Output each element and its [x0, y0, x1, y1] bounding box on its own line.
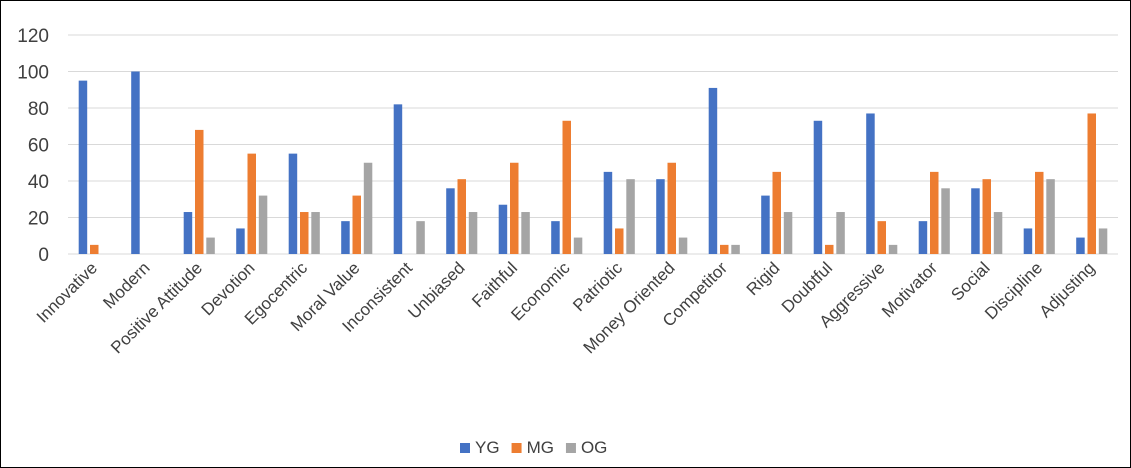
bar-mg-patriotic [615, 228, 624, 254]
bar-yg-competitor [708, 87, 718, 254]
bar-mg-competitor [720, 244, 729, 254]
bar-mg-devotion [247, 153, 256, 254]
legend-swatch-mg [511, 443, 522, 453]
y-tick-label: 20 [28, 209, 49, 230]
bar-mg-egocentric [300, 212, 309, 254]
bar-mg-aggressive [877, 221, 886, 254]
bar-og-moral-value [363, 162, 373, 254]
bar-mg-economic [562, 120, 571, 255]
bar-yg-inconsistent [393, 104, 403, 254]
x-tick-label: Rigid [743, 258, 784, 299]
bar-yg-modern [131, 71, 140, 254]
bar-yg-motivator [918, 221, 928, 254]
bar-og-patriotic [626, 179, 635, 254]
y-tick-label: 40 [28, 172, 49, 193]
bar-yg-discipline [1023, 228, 1033, 254]
y-axis-ticks: 0 20 40 60 80 100 120 [17, 26, 49, 266]
legend-label-yg: YG [475, 438, 500, 457]
legend-swatch-yg [460, 443, 470, 453]
bar-yg-rigid [761, 195, 770, 254]
bar-yg-doubtful [813, 120, 823, 255]
bar-mg-moral-value [352, 195, 361, 254]
y-tick-label: 80 [28, 99, 49, 120]
bar-og-money-oriented [678, 237, 688, 254]
bar-yg-patriotic [603, 171, 613, 254]
bar-mg-faithful [510, 162, 519, 254]
bar-og-adjusting [1098, 228, 1108, 254]
bar-og-discipline [1046, 179, 1055, 254]
bar-og-egocentric [311, 212, 320, 254]
bars [78, 71, 1108, 255]
bar-yg-social [971, 188, 980, 254]
bar-mg-motivator [930, 171, 939, 254]
x-tick-label: Positive Attitude [107, 258, 206, 357]
bar-yg-aggressive [866, 113, 875, 254]
bar-og-economic [573, 237, 583, 254]
gridlines [68, 34, 1118, 255]
x-tick-label: Faithful [468, 258, 521, 311]
bar-mg-innovative [90, 244, 99, 254]
bar-mg-money-oriented [667, 162, 676, 254]
bar-yg-moral-value [341, 221, 350, 254]
bar-og-competitor [731, 244, 740, 254]
x-tick-label: Innovative [33, 258, 101, 326]
bar-mg-positive-attitude [195, 129, 204, 254]
bar-og-faithful [521, 212, 530, 254]
bar-og-rigid [783, 212, 793, 254]
x-tick-label: Money Oriented [580, 258, 679, 357]
x-tick-label: Motivator [878, 258, 941, 321]
bar-yg-positive-attitude [183, 212, 193, 254]
bar-og-devotion [258, 195, 268, 254]
legend-label-mg: MG [527, 438, 554, 457]
bar-og-inconsistent [416, 221, 425, 254]
y-tick-label: 100 [17, 63, 49, 84]
x-tick-label: Unbiased [404, 258, 468, 322]
bar-mg-unbiased [457, 179, 466, 254]
bar-mg-social [982, 179, 991, 254]
bar-yg-economic [551, 221, 560, 254]
bar-og-social [993, 212, 1003, 254]
bar-og-unbiased [468, 212, 478, 254]
bar-yg-money-oriented [656, 179, 665, 254]
bar-yg-adjusting [1076, 237, 1085, 254]
x-tick-label: Economic [507, 258, 574, 325]
x-tick-label: Social [947, 258, 993, 304]
bar-yg-unbiased [446, 188, 455, 254]
legend-swatch-og [565, 443, 576, 453]
legend-label-og: OG [581, 438, 607, 457]
bar-mg-adjusting [1087, 113, 1096, 254]
y-tick-label: 60 [28, 136, 49, 157]
bar-yg-innovative [78, 80, 88, 254]
bar-mg-discipline [1035, 171, 1044, 254]
x-tick-label: Discipline [981, 258, 1046, 323]
y-tick-label: 0 [38, 245, 49, 266]
bar-og-motivator [941, 188, 950, 254]
bar-mg-rigid [772, 171, 781, 254]
y-tick-label: 120 [17, 26, 49, 47]
x-tick-label: Adjusting [1036, 258, 1099, 321]
bar-yg-egocentric [288, 153, 298, 254]
bar-og-aggressive [888, 244, 898, 254]
bar-og-positive-attitude [206, 237, 215, 254]
bar-og-doubtful [836, 212, 845, 254]
legend: YG MG OG [460, 438, 607, 457]
bar-mg-doubtful [825, 244, 834, 254]
bar-yg-devotion [236, 228, 245, 254]
bar-yg-faithful [498, 204, 508, 254]
